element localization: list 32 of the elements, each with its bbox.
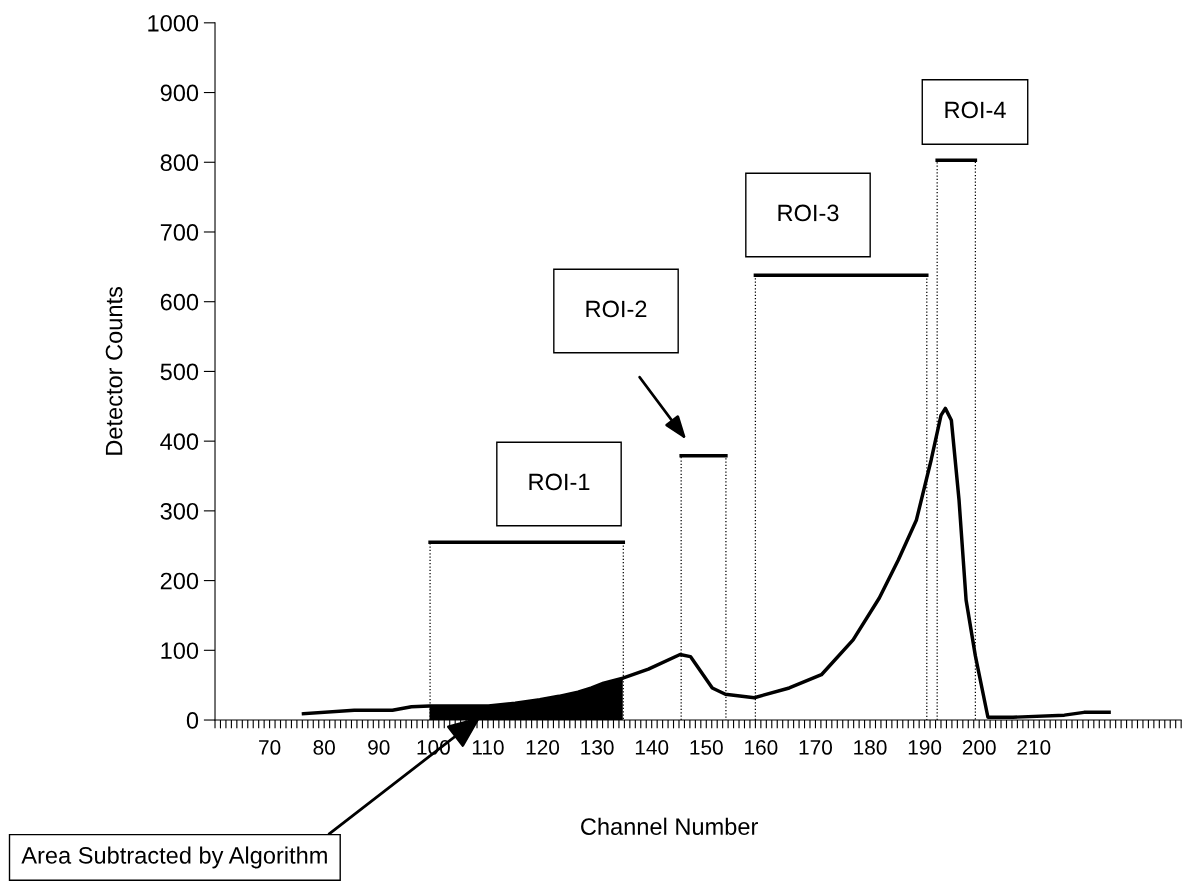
annotation: ROI-4: [945, 101, 1006, 119]
annotation: ROI-1: [529, 473, 590, 491]
x-tick-label: 120: [526, 740, 560, 755]
y-tick-label: 700: [160, 224, 199, 241]
x-tick-label: 140: [635, 740, 669, 755]
x-tick-label: 160: [745, 740, 778, 755]
x-tick-label: 70: [259, 740, 281, 755]
x-tick-label: 190: [908, 740, 942, 755]
y-tick-label: 600: [160, 293, 199, 311]
y-tick-label: 0: [186, 712, 199, 729]
annotation: ROI-3: [778, 204, 839, 222]
x-tick-label: 180: [854, 740, 887, 755]
annotation: ROI-2: [586, 300, 647, 318]
y-tick-label: 900: [160, 84, 199, 102]
y-tick-label: 400: [160, 433, 199, 450]
x-tick-label: 90: [368, 740, 390, 755]
y-tick-label: 300: [160, 502, 199, 520]
x-tick-label: 200: [962, 740, 996, 755]
annotation: Area Subtracted by Algorithm: [21, 846, 327, 869]
x-tick-label: 150: [690, 740, 723, 755]
y-tick-label: 100: [161, 642, 199, 660]
y-axis-title: Detector Counts: [105, 286, 123, 455]
x-tick-label: 80: [313, 740, 335, 755]
x-tick-label: 210: [1017, 740, 1051, 755]
x-tick-label: 110: [472, 740, 504, 755]
x-tick-label: 170: [799, 740, 833, 755]
y-tick-label: 1000: [148, 14, 199, 32]
y-tick-label: 200: [160, 572, 199, 590]
x-tick-label: 130: [581, 740, 614, 755]
y-tick-label: 500: [160, 363, 199, 381]
y-tick-label: 800: [160, 154, 199, 172]
x-axis-title: Channel Number: [581, 817, 758, 835]
